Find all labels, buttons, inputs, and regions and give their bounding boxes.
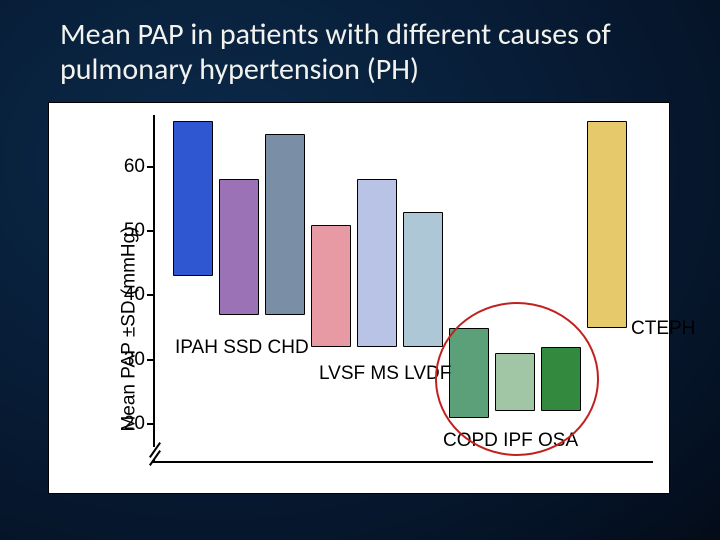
y-tick [147,294,155,296]
highlight-ellipse [435,302,599,456]
bar-cteph [587,121,627,327]
bar-ms [357,179,397,347]
y-tick-label: 60 [105,156,145,178]
label-group-2: LVSF MS LVDF [319,363,451,385]
y-tick [147,423,155,425]
label-group-1: IPAH SSD CHD [175,337,309,359]
bar-ssd [219,179,259,314]
bar-lvdf [403,212,443,347]
y-tick [147,359,155,361]
bar-lvsf [311,225,351,347]
bar-chd [265,134,305,314]
slide: Mean PAP in patients with different caus… [0,0,720,540]
y-tick [147,230,155,232]
y-axis-label: Mean PAP ±SD (mmHg) [119,227,141,432]
y-tick-label: 30 [105,349,145,371]
label-cteph: CTEPH [631,318,695,340]
y-tick-label: 20 [105,413,145,435]
plot-area: 2030405060IPAH SSD CHDLVSF MS LVDFCOPD I… [153,115,653,463]
y-tick-label: 40 [105,284,145,306]
slide-title: Mean PAP in patients with different caus… [60,18,650,87]
y-tick-label: 50 [105,220,145,242]
y-tick [147,166,155,168]
bar-ipah [173,121,213,276]
chart-panel: Mean PAP ±SD (mmHg) 20 30 40 50 60 IPAH SSD C… [48,102,670,494]
